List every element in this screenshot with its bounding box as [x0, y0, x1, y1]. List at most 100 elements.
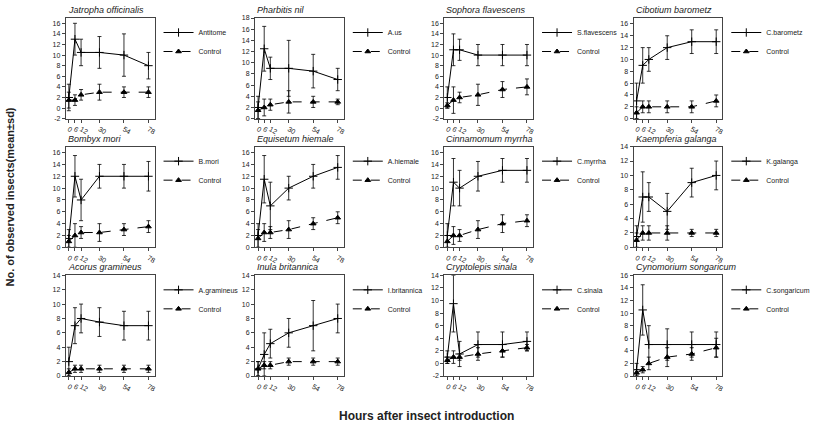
svg-text:54: 54	[500, 383, 510, 393]
svg-text:C.songaricum: C.songaricum	[766, 287, 809, 295]
svg-text:6: 6	[73, 125, 80, 133]
svg-text:6: 6	[56, 208, 60, 215]
svg-text:0: 0	[246, 115, 250, 122]
svg-text:12: 12	[647, 383, 657, 393]
svg-text:Control: Control	[199, 48, 222, 55]
svg-text:0: 0	[67, 125, 74, 133]
svg-text:78: 78	[335, 125, 345, 135]
svg-text:C.sinala: C.sinala	[577, 287, 602, 294]
svg-text:4: 4	[435, 83, 439, 90]
svg-text:Inula britannica: Inula britannica	[257, 262, 318, 272]
svg-text:0: 0	[634, 383, 641, 391]
svg-text:K.galanga: K.galanga	[766, 158, 798, 166]
svg-text:6: 6	[262, 383, 269, 391]
svg-text:54: 54	[689, 125, 699, 135]
svg-text:6: 6	[56, 329, 60, 336]
svg-text:12: 12	[79, 383, 89, 393]
svg-text:B.mori: B.mori	[199, 158, 220, 165]
svg-text:6: 6	[262, 254, 269, 262]
svg-text:0: 0	[445, 254, 452, 262]
svg-text:54: 54	[500, 254, 510, 264]
svg-text:16: 16	[53, 149, 61, 156]
svg-text:14: 14	[431, 272, 439, 279]
svg-text:6: 6	[73, 254, 80, 262]
svg-text:78: 78	[335, 254, 345, 264]
svg-text:2: 2	[624, 103, 628, 110]
svg-text:12: 12	[79, 254, 89, 264]
svg-text:4: 4	[624, 91, 628, 98]
svg-text:2: 2	[56, 232, 60, 239]
svg-text:16: 16	[242, 26, 250, 33]
svg-text:78: 78	[714, 254, 724, 264]
svg-text:12: 12	[620, 44, 628, 51]
svg-text:78: 78	[146, 125, 156, 135]
svg-text:6: 6	[435, 73, 439, 80]
svg-text:54: 54	[689, 254, 699, 264]
svg-text:Control: Control	[577, 177, 600, 184]
svg-text:6: 6	[640, 383, 647, 391]
svg-text:78: 78	[146, 383, 156, 393]
svg-text:0: 0	[56, 372, 60, 379]
svg-text:78: 78	[525, 254, 535, 264]
svg-text:4: 4	[246, 220, 250, 227]
svg-text:Cinnamomum myrrha: Cinnamomum myrrha	[446, 134, 533, 144]
svg-text:8: 8	[56, 62, 60, 69]
svg-text:12: 12	[79, 125, 89, 135]
svg-text:12: 12	[457, 383, 467, 393]
svg-text:4: 4	[624, 215, 628, 222]
svg-text:0: 0	[624, 115, 628, 122]
svg-text:4: 4	[56, 83, 60, 90]
svg-text:0: 0	[256, 383, 263, 391]
svg-text:12: 12	[268, 254, 278, 264]
svg-text:12: 12	[53, 173, 61, 180]
svg-text:16: 16	[53, 20, 61, 27]
svg-text:10: 10	[53, 52, 61, 59]
svg-text:Cynomorium songaricum: Cynomorium songaricum	[636, 262, 737, 272]
svg-text:6: 6	[435, 208, 439, 215]
svg-text:14: 14	[53, 161, 61, 168]
svg-text:Control: Control	[388, 48, 411, 55]
svg-text:6: 6	[640, 125, 647, 133]
svg-text:6: 6	[451, 125, 458, 133]
svg-text:78: 78	[525, 125, 535, 135]
svg-text:4: 4	[246, 93, 250, 100]
svg-text:Acorus gramineus: Acorus gramineus	[68, 262, 142, 272]
svg-text:30: 30	[97, 125, 107, 135]
svg-text:6: 6	[56, 73, 60, 80]
svg-text:Control: Control	[577, 306, 600, 313]
svg-text:14: 14	[620, 32, 628, 39]
svg-text:Sophora flavescens: Sophora flavescens	[446, 5, 526, 15]
svg-text:78: 78	[335, 383, 345, 393]
svg-text:No. of observed insects(mean±s: No. of observed insects(mean±sd)	[4, 107, 16, 286]
svg-text:30: 30	[476, 125, 486, 135]
svg-text:A.gramineus: A.gramineus	[199, 287, 239, 295]
svg-text:Control: Control	[577, 48, 600, 55]
svg-text:S.flavescens: S.flavescens	[577, 29, 617, 36]
svg-text:6: 6	[451, 254, 458, 262]
svg-text:0: 0	[67, 254, 74, 262]
svg-text:-2: -2	[433, 115, 439, 122]
svg-text:Bombyx mori: Bombyx mori	[68, 134, 122, 144]
svg-text:14: 14	[431, 161, 439, 168]
svg-text:Hours after insect introductio: Hours after insect introduction	[339, 409, 514, 423]
svg-text:0: 0	[246, 244, 250, 251]
svg-text:6: 6	[435, 322, 439, 329]
svg-text:12: 12	[242, 173, 250, 180]
svg-text:2: 2	[435, 347, 439, 354]
svg-text:Cibotium barometz: Cibotium barometz	[636, 5, 712, 15]
svg-text:0: 0	[435, 105, 439, 112]
svg-text:14: 14	[431, 30, 439, 37]
svg-text:30: 30	[476, 254, 486, 264]
svg-text:4: 4	[435, 335, 439, 342]
svg-text:6: 6	[624, 80, 628, 87]
svg-text:6: 6	[624, 335, 628, 342]
svg-text:Control: Control	[766, 306, 789, 313]
svg-text:8: 8	[246, 70, 250, 77]
svg-text:8: 8	[624, 68, 628, 75]
svg-text:14: 14	[242, 161, 250, 168]
svg-text:16: 16	[431, 20, 439, 27]
svg-text:10: 10	[242, 301, 250, 308]
svg-text:I.britannica: I.britannica	[388, 287, 422, 294]
svg-text:12: 12	[647, 254, 657, 264]
svg-text:0: 0	[56, 105, 60, 112]
